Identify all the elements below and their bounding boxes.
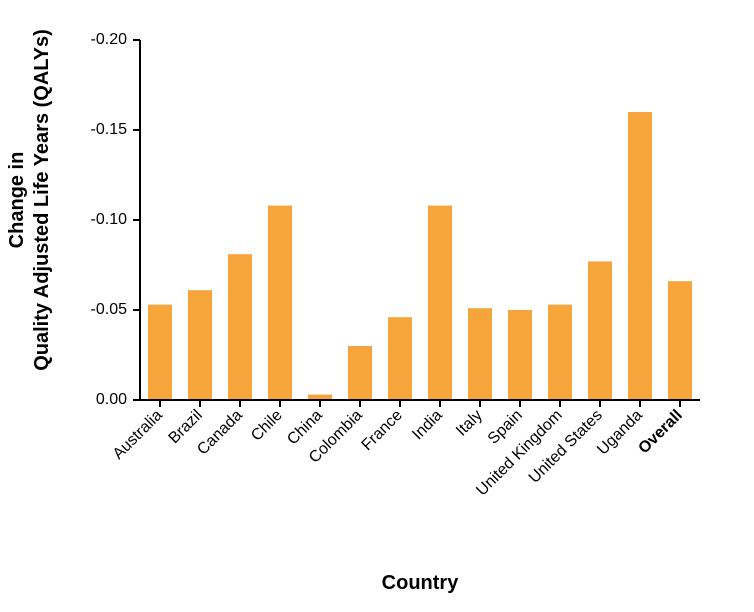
y-axis-title: Change in Quality Adjusted Life Years (Q… <box>5 29 55 371</box>
bars <box>148 112 692 400</box>
bar-india <box>428 206 452 400</box>
xtick-label: Italy <box>453 407 486 440</box>
chart-svg: 0.00-0.05-0.10-0.15-0.20AustraliaBrazilC… <box>0 0 754 612</box>
bar-colombia <box>348 346 372 400</box>
bar-united-states <box>588 261 612 400</box>
xtick-label: India <box>409 407 446 444</box>
xtick-label: Chile <box>248 407 286 445</box>
y-axis-title-container: Change in Quality Adjusted Life Years (Q… <box>0 0 60 400</box>
ytick-label: -0.05 <box>91 301 128 318</box>
bar-uganda <box>628 112 652 400</box>
ytick-label: -0.15 <box>91 121 128 138</box>
bar-chile <box>268 206 292 400</box>
xtick-label: Canada <box>194 407 246 459</box>
y-axis-title-line2: Quality Adjusted Life Years (QALYs) <box>31 29 53 371</box>
bar-canada <box>228 254 252 400</box>
xtick-label: Uganda <box>594 407 646 459</box>
ytick-label: -0.20 <box>91 31 128 48</box>
xtick-label: Australia <box>110 407 166 463</box>
bar-united-kingdom <box>548 305 572 400</box>
ytick-label: 0.00 <box>96 391 127 408</box>
x-axis-title: Country <box>0 572 754 595</box>
qaly-bar-chart: Change in Quality Adjusted Life Years (Q… <box>0 0 754 612</box>
bar-italy <box>468 308 492 400</box>
bar-france <box>388 317 412 400</box>
xtick-label: Overall <box>635 407 685 457</box>
bar-spain <box>508 310 532 400</box>
ytick-label: -0.10 <box>91 211 128 228</box>
bar-australia <box>148 305 172 400</box>
y-axis-title-line1: Change in <box>6 152 28 249</box>
xtick-label: France <box>359 407 406 454</box>
bar-brazil <box>188 290 212 400</box>
bar-overall <box>668 281 692 400</box>
